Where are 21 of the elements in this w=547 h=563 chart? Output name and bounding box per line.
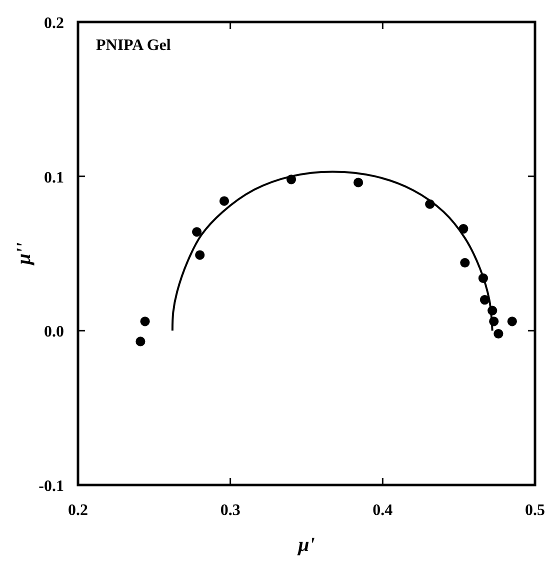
y-tick-label: 0.1 bbox=[44, 169, 64, 186]
point bbox=[219, 196, 230, 206]
x-tick-label: 0.2 bbox=[68, 502, 88, 519]
point bbox=[480, 295, 490, 305]
point bbox=[460, 258, 470, 268]
x-tick-label: 0.4 bbox=[372, 502, 393, 519]
annotation: PNIPA Gel bbox=[96, 37, 172, 54]
x-tick-label: 0.3 bbox=[220, 502, 240, 519]
point bbox=[195, 250, 205, 260]
point bbox=[494, 328, 504, 339]
point bbox=[140, 316, 150, 326]
point bbox=[192, 227, 202, 237]
y-tick-label: 0.0 bbox=[44, 324, 64, 341]
point bbox=[353, 178, 364, 188]
y-axis-title: μ'' bbox=[13, 242, 35, 266]
x-axis-title: μ' bbox=[297, 534, 316, 556]
point bbox=[507, 316, 517, 326]
y-tick-label: 0.2 bbox=[44, 15, 64, 32]
x-tick-label: 0.5 bbox=[525, 502, 545, 519]
y-tick-label: -0.1 bbox=[38, 478, 64, 495]
point bbox=[136, 336, 146, 346]
